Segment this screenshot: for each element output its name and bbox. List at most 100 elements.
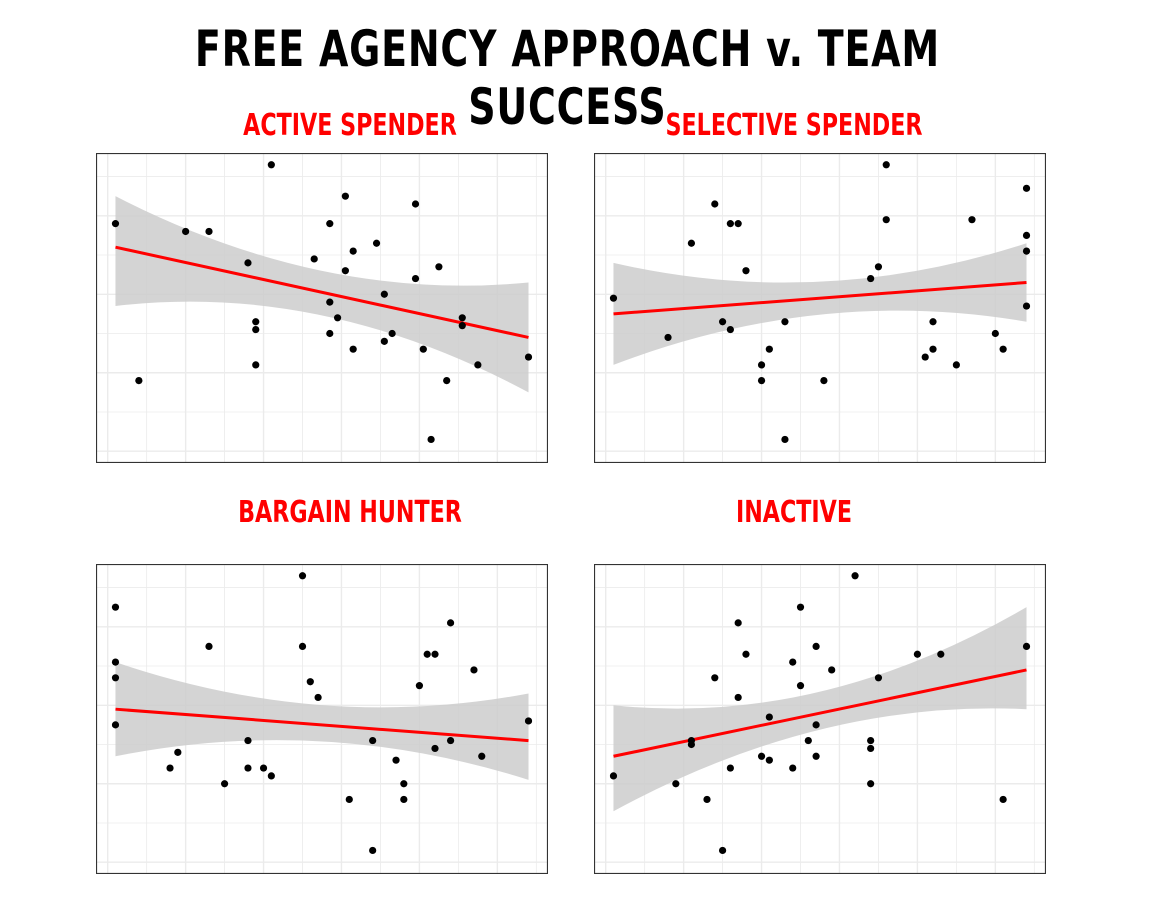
- data-point: [326, 220, 334, 228]
- scatter-plot-selective-spender: [594, 153, 1046, 463]
- data-point: [458, 322, 466, 330]
- data-point: [474, 361, 482, 369]
- data-point: [326, 298, 334, 306]
- data-point: [446, 736, 455, 745]
- confidence-band: [115, 662, 529, 780]
- data-point: [726, 325, 734, 334]
- data-point: [882, 216, 890, 224]
- data-point: [298, 642, 307, 651]
- data-point: [687, 239, 696, 247]
- data-point: [205, 642, 213, 651]
- data-point: [718, 846, 727, 855]
- data-point: [446, 619, 455, 627]
- data-point: [734, 619, 742, 627]
- data-point: [174, 748, 182, 756]
- data-point: [781, 318, 789, 326]
- data-point: [111, 220, 120, 228]
- data-point: [259, 764, 268, 772]
- data-point: [244, 259, 252, 267]
- data-point: [1022, 231, 1031, 240]
- panel-title-selective-spender: SELECTIVE SPENDER: [665, 108, 923, 143]
- data-point: [609, 294, 618, 302]
- data-point: [380, 290, 388, 298]
- data-point: [609, 772, 618, 780]
- data-point: [726, 220, 734, 228]
- data-point: [1022, 184, 1031, 192]
- data-point: [937, 650, 945, 658]
- scatter-plot-inactive: [594, 564, 1046, 874]
- data-point: [765, 345, 773, 353]
- data-point: [458, 314, 466, 322]
- data-point: [828, 666, 836, 674]
- panel-border: [594, 153, 1046, 463]
- data-point: [392, 756, 400, 764]
- data-point: [252, 361, 260, 369]
- data-point: [789, 764, 797, 772]
- data-point: [380, 337, 388, 345]
- chart-title: FREE AGENCY APPROACH v. TEAM SUCCESS: [194, 20, 940, 136]
- data-point: [400, 795, 408, 804]
- panel-border: [594, 564, 1046, 874]
- data-point: [306, 678, 314, 686]
- data-point: [929, 345, 937, 353]
- data-point: [431, 650, 439, 658]
- data-point: [400, 780, 408, 788]
- data-point: [419, 345, 427, 353]
- data-point: [742, 650, 750, 658]
- data-point: [929, 318, 937, 326]
- data-point: [349, 247, 357, 255]
- data-point: [757, 361, 766, 369]
- data-point: [913, 650, 922, 658]
- panel-border: [96, 564, 548, 874]
- data-point: [726, 764, 734, 772]
- data-point: [220, 780, 229, 788]
- scatter-plot-active-spender: [96, 153, 548, 463]
- data-point: [470, 666, 478, 674]
- panel-active-spender: [96, 153, 548, 463]
- data-point: [882, 161, 890, 169]
- data-point: [524, 717, 533, 725]
- data-point: [111, 603, 120, 611]
- data-point: [111, 721, 120, 729]
- panel-title-bargain-hunter: BARGAIN HUNTER: [238, 495, 462, 530]
- data-point: [757, 376, 766, 385]
- data-point: [781, 435, 789, 444]
- data-point: [851, 572, 859, 580]
- data-point: [812, 721, 820, 729]
- data-point: [672, 780, 680, 788]
- panel-selective-spender: [594, 153, 1046, 463]
- data-point: [524, 353, 533, 361]
- trend-line: [115, 245, 529, 339]
- trend-line: [115, 707, 529, 743]
- confidence-band: [115, 196, 529, 393]
- data-point: [1022, 247, 1031, 255]
- data-point: [135, 376, 143, 385]
- data-point: [742, 267, 750, 275]
- data-point: [333, 314, 342, 322]
- data-point: [991, 329, 999, 338]
- data-point: [411, 200, 420, 208]
- data-point: [166, 764, 174, 772]
- data-point: [111, 658, 120, 666]
- data-point: [796, 682, 805, 690]
- data-point: [244, 764, 252, 772]
- data-point: [867, 744, 875, 753]
- data-point: [789, 658, 797, 666]
- panel-title-active-spender: ACTIVE SPENDER: [243, 108, 457, 143]
- data-point: [310, 255, 318, 263]
- data-point: [703, 795, 711, 804]
- data-point: [757, 752, 766, 760]
- data-point: [1022, 302, 1031, 310]
- data-point: [812, 642, 820, 651]
- data-point: [349, 345, 357, 353]
- data-point: [372, 239, 381, 247]
- data-point: [867, 736, 875, 745]
- data-point: [111, 674, 120, 682]
- data-point: [718, 318, 727, 326]
- data-point: [244, 736, 252, 745]
- data-point: [326, 329, 334, 338]
- data-point: [267, 772, 275, 780]
- data-point: [341, 192, 349, 200]
- data-point: [952, 361, 960, 369]
- data-point: [369, 736, 377, 745]
